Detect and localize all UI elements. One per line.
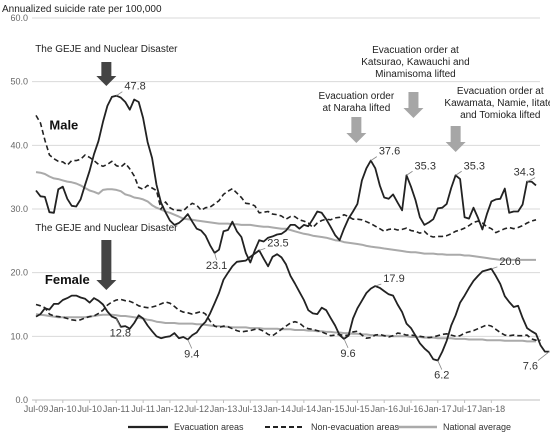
annotation-katsurao-line-0: Evacuation order at xyxy=(372,45,459,56)
series-female-non-evacuation-areas xyxy=(35,298,541,341)
group-labels: Male Female xyxy=(45,117,90,287)
series-female-evacuation-areas xyxy=(35,249,550,362)
annotation-geje-female: The GEJE and Nuclear Disaster xyxy=(35,223,178,234)
x-tick-jul-12: Jul-12 xyxy=(184,404,209,414)
x-tick-jul-11: Jul-11 xyxy=(131,404,155,414)
x-tick-jul-09: Jul-09 xyxy=(24,404,49,414)
series-male-non-evacuation-areas xyxy=(35,114,537,238)
annotation-kawamata-line-0: Evacuation order at xyxy=(457,86,544,97)
leader-female-50 xyxy=(259,248,266,251)
data-label-male-23-1: 23.1 xyxy=(206,260,227,272)
legend-label-national-average: National average xyxy=(443,422,511,432)
data-label-female-12-8: 12.8 xyxy=(110,328,131,340)
y-tick-labels: 0.0 10.0 20.0 30.0 40.0 50.0 60.0 xyxy=(10,13,28,405)
series-male-evacuation-areas xyxy=(35,94,537,264)
leader-male-83 xyxy=(406,170,413,176)
legend-label-evacuation-areas: Evacuation areas xyxy=(174,422,244,432)
data-label-female-7-6: 7.6 xyxy=(523,361,538,373)
leader-female-90 xyxy=(437,360,443,370)
x-tick-jan-18: Jan-18 xyxy=(478,404,506,414)
annotation-naraha: Evacuation order at Naraha lifted xyxy=(319,91,395,114)
data-labels: 47.8 23.1 37.6 35.3 35.3 34.3 12.8 9.4 23.5 9.6 17… xyxy=(110,81,550,382)
legend-label-non-evacuation-areas: Non-evacuation areas xyxy=(311,422,400,432)
y-tick-60-0: 60.0 xyxy=(10,13,28,23)
annotation-katsurao: Evacuation order at Katsurao, Kawauchi an… xyxy=(361,45,469,80)
arrow-geje-male xyxy=(96,62,117,86)
arrow-naraha xyxy=(346,117,367,143)
arrow-kawamata xyxy=(445,126,466,152)
data-label-male-37-6: 37.6 xyxy=(379,146,400,158)
y-tick-0-0: 0.0 xyxy=(15,395,28,405)
data-label-female-20-6: 20.6 xyxy=(499,256,520,268)
annotation-katsurao-line-2: Minamisoma lifted xyxy=(375,69,456,80)
y-tick-40-0: 40.0 xyxy=(10,140,28,150)
leader-female-76 xyxy=(375,283,382,287)
annotation-katsurao-line-1: Katsurao, Kawauchi and xyxy=(361,57,469,68)
x-tick-jan-12: Jan-12 xyxy=(156,404,184,414)
arrow-geje-female xyxy=(96,240,117,290)
data-label-female-23-5: 23.5 xyxy=(267,237,288,249)
x-tick-jul-15: Jul-15 xyxy=(345,404,370,414)
annotation-naraha-line-0: Evacuation order xyxy=(319,91,395,102)
x-tick-jul-16: Jul-16 xyxy=(399,404,424,414)
annotation-geje-male: The GEJE and Nuclear Disaster xyxy=(35,44,178,55)
x-tick-jul-14: Jul-14 xyxy=(292,404,317,414)
x-tick-labels: Jul-09 Jan-10 Jul-10 Jan-11 Jul-11 Jan-12 Jul-… xyxy=(24,400,505,414)
annotation-kawamata-line-1: Kawamata, Namie, Iitate, xyxy=(444,98,550,109)
x-tick-jul-13: Jul-13 xyxy=(238,404,263,414)
leader-male-75 xyxy=(370,156,378,161)
x-tick-jan-13: Jan-13 xyxy=(210,404,238,414)
leader-male-110 xyxy=(526,177,536,182)
data-label-male-47-8: 47.8 xyxy=(124,81,145,93)
data-label-male-35-3: 35.3 xyxy=(415,160,436,172)
series-lines xyxy=(35,94,550,362)
y-tick-50-0: 50.0 xyxy=(10,77,28,87)
data-label-male-35-3: 35.3 xyxy=(464,160,485,172)
x-tick-jul-17: Jul-17 xyxy=(452,404,477,414)
legend: Evacuation areas Non-evacuation areas Nati… xyxy=(128,422,511,432)
leader-female-69 xyxy=(343,338,349,349)
data-label-female-17-9: 17.9 xyxy=(383,273,404,285)
x-tick-jul-10: Jul-10 xyxy=(77,404,102,414)
y-tick-30-0: 30.0 xyxy=(10,204,28,214)
y-tick-20-0: 20.0 xyxy=(10,268,28,278)
annotation-kawamata: Evacuation order at Kawamata, Namie, Iita… xyxy=(444,86,550,121)
leader-male-94 xyxy=(455,170,462,176)
series-male-national-average xyxy=(35,171,536,261)
leader-male-18 xyxy=(116,91,123,97)
leader-male-40 xyxy=(214,252,217,261)
arrow-katsurao xyxy=(403,92,424,118)
series-female-national-average xyxy=(35,313,536,343)
group-label-female: Female xyxy=(45,272,90,287)
data-label-male-34-3: 34.3 xyxy=(514,167,535,179)
x-tick-jan-14: Jan-14 xyxy=(263,404,291,414)
annotation-naraha-line-1: at Naraha lifted xyxy=(322,103,390,114)
event-annotations: The GEJE and Nuclear Disaster The GEJE an… xyxy=(35,44,550,290)
leader-female-102 xyxy=(491,266,498,270)
data-label-female-9-6: 9.6 xyxy=(340,348,355,360)
x-tick-jan-10: Jan-10 xyxy=(49,404,77,414)
leader-female-34 xyxy=(187,339,193,349)
y-tick-10-0: 10.0 xyxy=(10,331,28,341)
group-label-male: Male xyxy=(49,117,78,132)
leader-female-18 xyxy=(115,318,121,328)
x-tick-jan-17: Jan-17 xyxy=(424,404,452,414)
annotation-geje-male-line-0: The GEJE and Nuclear Disaster xyxy=(35,44,178,55)
x-tick-jan-11: Jan-11 xyxy=(103,404,130,414)
data-label-female-9-4: 9.4 xyxy=(184,349,199,361)
annotation-geje-female-line-0: The GEJE and Nuclear Disaster xyxy=(35,223,178,234)
annotation-kawamata-line-2: and Tomioka lifted xyxy=(460,110,540,121)
x-tick-jan-16: Jan-16 xyxy=(370,404,398,414)
y-axis-title: Annualized suicide rate per 100,000 xyxy=(2,4,162,15)
x-tick-jan-15: Jan-15 xyxy=(317,404,345,414)
data-label-female-6-2: 6.2 xyxy=(434,370,449,382)
leader-female-115 xyxy=(537,351,550,361)
